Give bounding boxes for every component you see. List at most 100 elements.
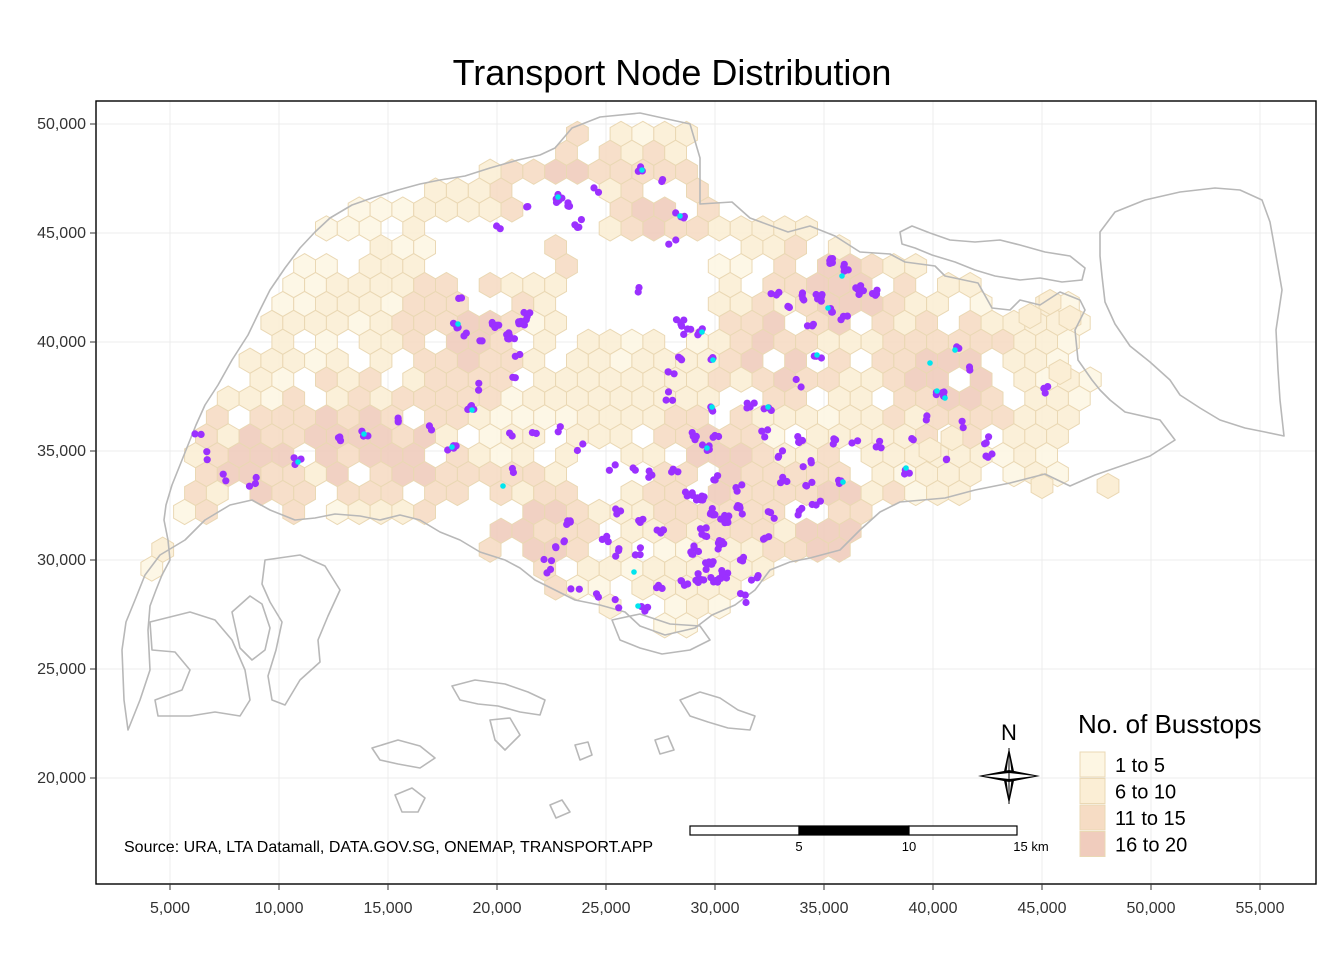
jurong-island-outline — [149, 611, 251, 717]
mrt-station-point — [765, 404, 771, 410]
bus-stop-point — [901, 470, 909, 478]
bus-stop-point — [496, 225, 504, 233]
bus-stop-point — [733, 503, 741, 511]
bus-stop-point — [705, 558, 713, 566]
x-tick-label: 50,000 — [1127, 900, 1176, 917]
bus-stop-point — [785, 303, 794, 312]
bus-stop-point — [795, 438, 803, 446]
bus-stop-point — [509, 373, 517, 381]
mrt-station-point — [361, 431, 367, 437]
bus-stop-point — [522, 316, 530, 324]
bus-stop-point — [540, 555, 548, 564]
bus-stop-point — [517, 320, 526, 328]
coastline — [121, 112, 1285, 819]
bus-stop-point — [713, 577, 721, 585]
bus-stop-point — [615, 604, 623, 612]
bus-stop-point — [611, 461, 619, 469]
bus-stop-point — [524, 203, 532, 211]
bus-stop-point — [645, 473, 653, 481]
bus-stop-point — [634, 288, 642, 296]
bus-stop-point — [743, 399, 751, 407]
mrt-station-point — [639, 167, 645, 173]
bus-stop-point — [702, 565, 710, 574]
bus-stop-point — [636, 551, 644, 559]
bus-stop-point — [809, 320, 818, 328]
bus-stop-point — [668, 396, 677, 404]
bus-stop-point — [837, 316, 845, 324]
jurong-inner-outline — [261, 554, 341, 706]
bus-stop-point — [799, 294, 807, 303]
island-f-outline — [574, 741, 593, 761]
bus-stop-point — [707, 574, 715, 582]
island-e-outline — [394, 787, 426, 813]
mrt-station-point — [704, 445, 710, 451]
y-axis-ticks: 50,000 45,000 40,000 35,000 30,000 25,000 20,0… — [37, 116, 96, 787]
bus-stop-point — [526, 309, 534, 317]
bus-stop-point — [747, 576, 756, 584]
pulau-tekong-outline — [1099, 187, 1285, 437]
mrt-station-point — [840, 479, 846, 485]
bus-stop-point — [566, 517, 574, 525]
bus-stop-point — [792, 375, 800, 384]
bus-stop-point — [491, 323, 499, 331]
legend-item-label: 11 to 15 — [1115, 808, 1186, 830]
mrt-station-point — [709, 404, 715, 410]
map-title: Transport Node Distribution — [452, 52, 892, 93]
bus-stop-point — [508, 464, 516, 473]
bus-stop-point — [677, 319, 685, 327]
bus-stop-point — [959, 424, 967, 432]
bus-stop-point — [684, 325, 692, 333]
bus-stop-point — [604, 538, 612, 546]
mrt-station-point — [942, 395, 948, 401]
bus-stop-point — [672, 236, 680, 244]
bus-stop-point — [475, 386, 483, 394]
bus-stop-point — [876, 437, 884, 445]
bus-stop-point — [662, 396, 670, 404]
y-tick-label: 50,000 — [37, 116, 86, 133]
bus-stop-point — [778, 447, 787, 455]
bus-stop-point — [958, 417, 966, 425]
mrt-station-point — [500, 483, 506, 489]
bus-stop-point — [505, 335, 513, 343]
bus-stop-point — [680, 581, 689, 589]
bus-stop-point — [219, 470, 227, 478]
bus-stop-point — [738, 481, 746, 489]
bus-stop-point — [923, 412, 931, 420]
bus-stop-point — [290, 454, 298, 462]
bus-stop-point — [852, 284, 860, 292]
bus-stop-point — [721, 511, 729, 520]
bus-stop-point — [750, 399, 758, 407]
hex-cell — [478, 271, 502, 299]
bus-stop-point — [981, 440, 989, 448]
mrt-station-point — [814, 352, 820, 358]
bus-stop-point — [592, 590, 601, 598]
hex-cell — [707, 593, 731, 620]
hex-cell — [500, 196, 524, 223]
bus-stop-point — [770, 514, 778, 522]
mrt-station-point — [934, 388, 940, 394]
bus-stop-point — [855, 289, 864, 298]
bus-stop-point — [812, 501, 820, 509]
bus-stop-point — [639, 515, 647, 523]
bus-stop-point — [988, 450, 996, 458]
bus-stop-point — [505, 329, 513, 337]
bus-stop-point — [702, 524, 710, 532]
scale-label-10: 10 — [902, 839, 916, 854]
bus-stop-point — [394, 414, 402, 422]
bus-stop-point — [678, 356, 686, 364]
hex-cell — [478, 536, 502, 563]
scale-label-5: 5 — [795, 839, 802, 854]
mrt-station-point — [469, 407, 475, 413]
bus-stop-point — [844, 266, 852, 274]
bus-stop-point — [575, 585, 583, 593]
hex-cell — [1048, 358, 1072, 386]
bus-stop-point — [659, 526, 668, 534]
bus-stop-point — [612, 552, 620, 560]
bus-stop-point — [739, 553, 748, 562]
legend-swatch — [1079, 778, 1106, 804]
x-tick-label: 30,000 — [691, 900, 740, 917]
bus-stop-point — [828, 308, 836, 316]
legend-swatch — [1079, 751, 1106, 778]
scale-label-15: 15 km — [1013, 839, 1048, 854]
bus-stop-point — [611, 596, 619, 604]
